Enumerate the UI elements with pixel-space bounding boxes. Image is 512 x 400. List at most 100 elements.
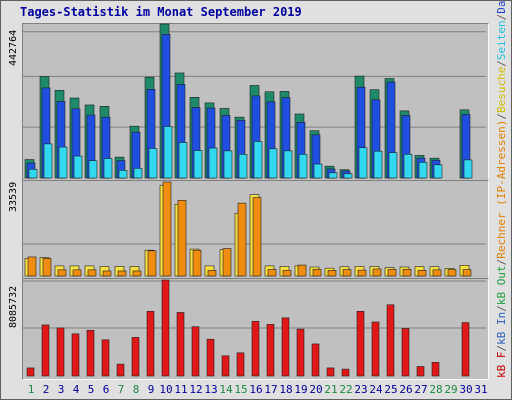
kbf-bar: [56, 327, 65, 377]
day-label: 17: [264, 383, 278, 396]
rechner-bar: [27, 256, 37, 277]
kbf-bar: [401, 328, 410, 377]
seiten-bar: [313, 163, 323, 179]
kbf-bar: [146, 310, 155, 377]
legend-entry: /: [495, 344, 508, 352]
legend-entry: /: [495, 258, 508, 266]
rechner-bar: [297, 264, 307, 277]
rechner-bar: [222, 248, 232, 277]
day-label: 16: [249, 383, 263, 396]
seiten-bar: [148, 148, 158, 179]
rechner-bar: [117, 270, 127, 277]
day-label: 7: [117, 383, 125, 396]
seiten-bar: [163, 126, 173, 179]
seiten-bar: [223, 150, 233, 179]
day-label: 11: [174, 383, 188, 396]
rechner-bar: [192, 249, 202, 277]
rechner-bar: [57, 269, 67, 277]
seiten-bar: [103, 158, 113, 179]
kbf-bar: [431, 362, 440, 377]
seiten-bar: [193, 150, 203, 179]
kbf-bar: [191, 326, 200, 377]
kbf-bar: [176, 312, 185, 377]
legend: kB F/kB In/kB Out/Rechner (IP-Adressen)/…: [495, 0, 508, 378]
seiten-bar: [463, 159, 473, 179]
rechner-bar: [432, 269, 442, 277]
seiten-bar: [358, 147, 368, 179]
chart-title: Tages-Statistik im Monat September 2019: [20, 5, 302, 19]
kbf-bar: [236, 352, 245, 377]
kbf-bar: [161, 279, 170, 377]
rechner-bar: [282, 270, 292, 277]
kbf-bar: [326, 367, 335, 377]
seiten-bar: [343, 173, 353, 179]
rechner-bar: [87, 269, 97, 277]
rechner-bar: [207, 270, 217, 277]
seiten-bar: [388, 152, 398, 179]
legend-entry: /: [495, 113, 508, 120]
kbf-bar: [131, 337, 140, 377]
kbf-bar: [266, 324, 275, 377]
kbf-bar: [341, 368, 350, 377]
seiten-bar: [433, 164, 443, 179]
kbf-bar: [311, 343, 320, 377]
day-label: 21: [324, 383, 338, 396]
kbf-bar: [221, 355, 230, 377]
day-label: 12: [189, 383, 203, 396]
seiten-bar: [58, 146, 68, 179]
kbf-bar: [371, 321, 380, 377]
day-label: 18: [279, 383, 293, 396]
legend-entry: Besuche: [495, 66, 508, 114]
seiten-bar: [253, 141, 263, 179]
seiten-bar: [238, 154, 248, 179]
seiten-bar: [118, 170, 128, 179]
kbf-bar: [356, 310, 365, 377]
seiten-bar: [298, 154, 308, 179]
day-label: 9: [147, 383, 155, 396]
rechner-bar: [177, 200, 187, 277]
seiten-bar: [88, 160, 98, 179]
day-label: 14: [219, 383, 233, 396]
seiten-bar: [43, 143, 53, 179]
rechner-bar: [162, 181, 172, 277]
day-label: 29: [444, 383, 458, 396]
kbf-bar: [101, 339, 110, 377]
kbf-bar: [41, 324, 50, 377]
kbf-bar: [416, 366, 425, 377]
legend-entry: /: [495, 13, 508, 21]
rechner-bar: [462, 269, 472, 277]
rechner-bar: [132, 270, 142, 277]
legend-entry: Dateien: [495, 0, 508, 14]
seiten-bar: [28, 169, 38, 179]
kbf-bar: [386, 304, 395, 377]
day-label: 15: [234, 383, 248, 396]
seiten-bar: [328, 172, 338, 179]
day-label: 4: [72, 383, 80, 396]
seiten-bar: [403, 154, 413, 179]
seiten-bar: [418, 162, 428, 179]
kbf-bar: [116, 363, 125, 377]
day-label: 5: [87, 383, 95, 396]
legend-entry: /: [495, 305, 508, 312]
rechner-bar: [237, 202, 247, 277]
day-label: 13: [204, 383, 218, 396]
rechner-bar: [372, 268, 382, 277]
rechner-bar: [402, 268, 412, 277]
legend-entry: kB Out: [495, 265, 508, 306]
rechner-bar: [447, 269, 457, 277]
legend-entry: kB In: [495, 311, 508, 345]
rechner-bar: [342, 269, 352, 277]
seiten-bar: [283, 150, 293, 179]
rechner-bar: [102, 270, 112, 277]
kbf-bar: [296, 328, 305, 377]
kbf-bar: [86, 329, 95, 377]
day-label: 6: [102, 383, 110, 396]
seiten-bar: [178, 142, 188, 179]
kbf-bar: [26, 367, 35, 377]
rechner-bar: [327, 270, 337, 277]
day-label: 23: [354, 383, 368, 396]
day-label: 28: [429, 383, 443, 396]
day-label: 27: [414, 383, 428, 396]
legend-entry: /: [495, 60, 508, 67]
day-label: 8: [132, 383, 140, 396]
